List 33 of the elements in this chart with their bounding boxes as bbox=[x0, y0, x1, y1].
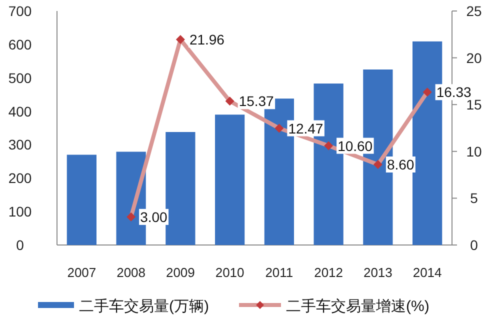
data-label: 16.33 bbox=[436, 84, 472, 100]
y-tick-label: 100 bbox=[8, 204, 32, 220]
y2-tick-label: 20 bbox=[466, 50, 482, 66]
x-tick-label: 2012 bbox=[314, 265, 344, 280]
data-label: 15.37 bbox=[238, 93, 274, 110]
bar bbox=[215, 114, 245, 245]
bar bbox=[166, 132, 196, 245]
y-tick-label: 700 bbox=[8, 3, 32, 19]
y-tick-label: 400 bbox=[8, 103, 32, 120]
legend-label: 二手车交易量增速(%) bbox=[286, 298, 430, 315]
y2-tick-label: 25 bbox=[466, 3, 482, 19]
x-tick-label: 2008 bbox=[116, 265, 146, 280]
data-label: 3.00 bbox=[140, 208, 168, 225]
y-tick-label: 500 bbox=[8, 70, 32, 86]
x-tick-label: 2010 bbox=[215, 265, 244, 280]
x-tick-label: 2013 bbox=[363, 265, 392, 280]
legend-label: 二手车交易量(万辆) bbox=[79, 298, 209, 315]
x-tick-label: 2014 bbox=[412, 265, 442, 280]
x-tick-label: 2011 bbox=[265, 265, 294, 280]
y-tick-label: 200 bbox=[8, 170, 32, 186]
x-tick-label: 2007 bbox=[67, 265, 96, 280]
data-label: 10.60 bbox=[338, 138, 373, 154]
y2-tick-label: 0 bbox=[470, 237, 478, 253]
data-label: 21.96 bbox=[189, 31, 225, 48]
y-tick-label: 300 bbox=[8, 136, 32, 153]
data-label: 8.60 bbox=[386, 156, 414, 173]
x-tick-label: 2009 bbox=[166, 265, 195, 280]
data-label: 12.47 bbox=[288, 120, 324, 136]
bar bbox=[66, 154, 96, 245]
y-tick-label: 600 bbox=[8, 36, 32, 52]
y2-tick-label: 5 bbox=[470, 190, 478, 206]
y2-tick-label: 10 bbox=[466, 143, 482, 160]
y-tick-label: 0 bbox=[16, 237, 24, 253]
